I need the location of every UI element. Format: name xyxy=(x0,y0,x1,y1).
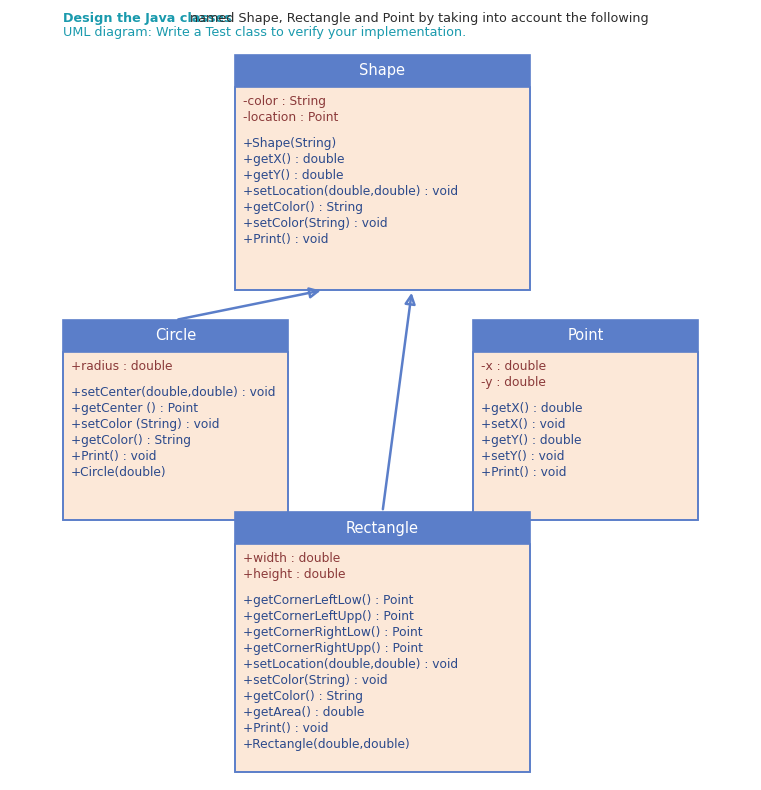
Text: +setX() : void: +setX() : void xyxy=(481,418,565,431)
Text: +getCornerRightLow() : Point: +getCornerRightLow() : Point xyxy=(243,626,422,639)
Text: named Shape, Rectangle and Point by taking into account the following: named Shape, Rectangle and Point by taki… xyxy=(186,12,648,25)
Text: +getColor() : String: +getColor() : String xyxy=(243,690,363,703)
Text: +setY() : void: +setY() : void xyxy=(481,450,565,463)
Text: +width : double: +width : double xyxy=(243,552,340,565)
Text: +getX() : double: +getX() : double xyxy=(243,153,345,166)
Text: +getY() : double: +getY() : double xyxy=(481,434,581,447)
Bar xyxy=(235,55,530,87)
Text: +getArea() : double: +getArea() : double xyxy=(243,706,365,719)
Text: +Print() : void: +Print() : void xyxy=(481,466,566,479)
Text: -location : Point: -location : Point xyxy=(243,111,339,124)
Text: Design the Java classes: Design the Java classes xyxy=(63,12,231,25)
Text: Circle: Circle xyxy=(155,329,196,344)
Text: +radius : double: +radius : double xyxy=(71,360,173,373)
Text: +Print() : void: +Print() : void xyxy=(243,722,329,735)
Text: -color : String: -color : String xyxy=(243,95,326,108)
Text: Rectangle: Rectangle xyxy=(346,521,419,536)
Text: +getCenter () : Point: +getCenter () : Point xyxy=(71,402,198,415)
Text: +Print() : void: +Print() : void xyxy=(243,233,329,246)
Text: +height : double: +height : double xyxy=(243,568,345,581)
Bar xyxy=(63,320,288,520)
Bar xyxy=(235,544,530,772)
Text: +getX() : double: +getX() : double xyxy=(481,402,582,415)
Text: +getCornerLeftLow() : Point: +getCornerLeftLow() : Point xyxy=(243,594,413,607)
Text: +setColor (String) : void: +setColor (String) : void xyxy=(71,418,219,431)
Text: +setLocation(double,double) : void: +setLocation(double,double) : void xyxy=(243,185,458,198)
Bar xyxy=(235,87,530,290)
Text: +getColor() : String: +getColor() : String xyxy=(71,434,191,447)
Text: +setCenter(double,double) : void: +setCenter(double,double) : void xyxy=(71,386,275,399)
Text: +getColor() : String: +getColor() : String xyxy=(243,201,363,214)
Bar xyxy=(235,512,530,544)
Bar xyxy=(235,55,530,290)
Text: +Print() : void: +Print() : void xyxy=(71,450,157,463)
Text: Shape: Shape xyxy=(359,63,406,78)
Bar xyxy=(63,320,288,352)
Text: +setColor(String) : void: +setColor(String) : void xyxy=(243,217,387,230)
Text: -x : double: -x : double xyxy=(481,360,546,373)
Bar xyxy=(473,320,698,352)
Bar xyxy=(235,512,530,772)
Text: UML diagram: Write a Test class to verify your implementation.: UML diagram: Write a Test class to verif… xyxy=(63,26,466,40)
Text: -y : double: -y : double xyxy=(481,376,546,389)
Text: Point: Point xyxy=(567,329,603,344)
Text: +Circle(double): +Circle(double) xyxy=(71,466,167,479)
Text: +setLocation(double,double) : void: +setLocation(double,double) : void xyxy=(243,658,458,671)
Text: +Shape(String): +Shape(String) xyxy=(243,137,337,150)
Text: +setColor(String) : void: +setColor(String) : void xyxy=(243,674,387,687)
Text: +Rectangle(double,double): +Rectangle(double,double) xyxy=(243,738,411,751)
Text: +getY() : double: +getY() : double xyxy=(243,169,343,182)
Bar xyxy=(63,352,288,520)
Text: +getCornerLeftUpp() : Point: +getCornerLeftUpp() : Point xyxy=(243,610,414,623)
Text: +getCornerRightUpp() : Point: +getCornerRightUpp() : Point xyxy=(243,642,423,655)
Bar xyxy=(473,320,698,520)
Bar xyxy=(473,352,698,520)
